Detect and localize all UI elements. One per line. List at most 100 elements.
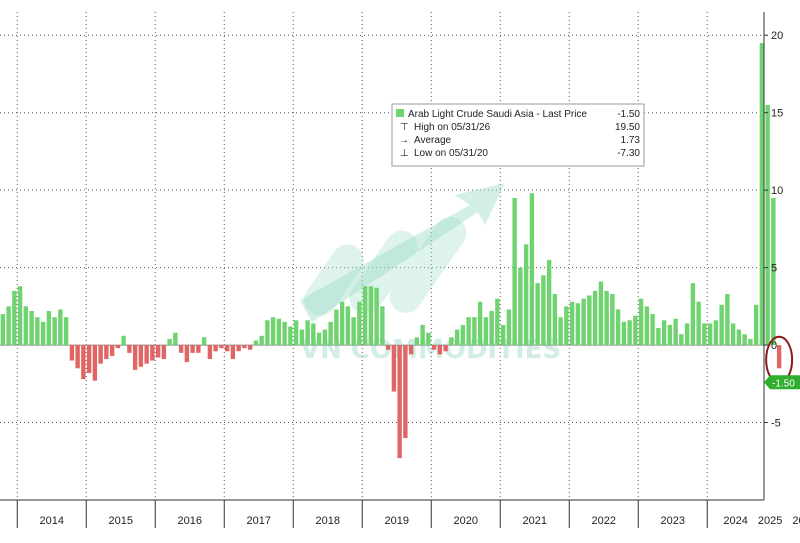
bar bbox=[293, 320, 299, 346]
bar bbox=[759, 42, 765, 346]
y-tick-label: 5 bbox=[771, 263, 777, 275]
bar bbox=[6, 306, 11, 346]
bar bbox=[58, 309, 63, 346]
bar bbox=[305, 320, 310, 346]
bar bbox=[144, 345, 149, 364]
bar bbox=[604, 290, 609, 346]
last-price-marker: -1.50 bbox=[764, 335, 800, 390]
bar bbox=[299, 329, 305, 346]
bar bbox=[690, 283, 696, 346]
bar bbox=[201, 337, 207, 346]
bar bbox=[339, 301, 345, 346]
bar bbox=[98, 345, 103, 364]
x-tick-label: 2025 bbox=[758, 515, 782, 527]
bar bbox=[431, 345, 437, 350]
watermark-bar-icon bbox=[389, 217, 467, 313]
bar bbox=[771, 197, 776, 346]
bar bbox=[40, 321, 46, 346]
bar bbox=[259, 335, 264, 346]
x-tick-label: 2023 bbox=[661, 515, 685, 527]
bar bbox=[541, 275, 546, 346]
x-tick-label: 2019 bbox=[385, 515, 409, 527]
bar bbox=[650, 314, 655, 346]
bar bbox=[408, 345, 414, 355]
bar bbox=[173, 332, 178, 346]
bar bbox=[615, 309, 621, 346]
legend-title: Arab Light Crude Saudi Asia - Last Price bbox=[408, 109, 587, 120]
bar bbox=[443, 345, 448, 352]
bar bbox=[150, 345, 155, 361]
bar bbox=[207, 345, 213, 360]
bar bbox=[380, 306, 385, 346]
bar bbox=[638, 298, 644, 346]
bar bbox=[552, 293, 558, 346]
bar bbox=[351, 317, 356, 346]
bar bbox=[587, 295, 592, 346]
y-tick-label: 0 bbox=[771, 340, 777, 352]
bar bbox=[236, 345, 241, 352]
bar bbox=[581, 298, 586, 346]
legend-title-value: -1.50 bbox=[617, 109, 640, 120]
bar bbox=[742, 334, 747, 346]
y-tick-label: 20 bbox=[771, 30, 783, 42]
bar bbox=[121, 335, 126, 346]
bar bbox=[270, 317, 276, 346]
bar bbox=[564, 306, 569, 346]
bar bbox=[702, 323, 707, 346]
bar bbox=[247, 345, 253, 350]
y-tick-label: 10 bbox=[771, 185, 783, 197]
bar bbox=[483, 317, 489, 346]
bar bbox=[426, 332, 431, 346]
bar bbox=[546, 259, 552, 346]
bar bbox=[569, 301, 575, 346]
legend-row-value: 1.73 bbox=[621, 135, 641, 146]
bar bbox=[265, 320, 270, 346]
legend-swatch bbox=[396, 109, 404, 117]
x-tick-label: 2024 bbox=[723, 515, 747, 527]
bar bbox=[75, 345, 80, 369]
bar bbox=[673, 318, 678, 346]
bar bbox=[155, 345, 161, 358]
bar bbox=[196, 345, 201, 353]
bar bbox=[518, 267, 523, 346]
bar bbox=[454, 329, 460, 346]
bar bbox=[368, 286, 374, 346]
x-tick-label: 2017 bbox=[247, 515, 271, 527]
x-tick-label: 2021 bbox=[523, 515, 547, 527]
bar bbox=[495, 298, 500, 346]
bar bbox=[288, 326, 293, 346]
bar bbox=[69, 345, 75, 361]
bar bbox=[230, 345, 236, 360]
bar bbox=[753, 304, 759, 346]
bar bbox=[63, 317, 69, 346]
high-icon: ⊤ bbox=[400, 122, 409, 133]
x-axis: 2014 2015 2016 2017 2018 2019 2020 2021 2022 2023… bbox=[0, 499, 800, 528]
bar bbox=[357, 301, 362, 346]
bar bbox=[282, 321, 287, 346]
bar bbox=[29, 310, 34, 346]
bar bbox=[362, 286, 368, 346]
y-axis: 20 15 10 5 0 -5 bbox=[763, 12, 783, 500]
bar bbox=[35, 317, 40, 346]
bar bbox=[345, 306, 351, 346]
x-tick-label: 2014 bbox=[40, 515, 64, 527]
bar bbox=[17, 286, 23, 346]
bar bbox=[109, 345, 115, 356]
low-icon: ⊥ bbox=[400, 148, 409, 159]
legend-row-label: High on 05/31/26 bbox=[414, 122, 491, 133]
bar bbox=[322, 329, 328, 346]
bar bbox=[132, 345, 138, 370]
bar bbox=[12, 290, 17, 346]
bar bbox=[529, 193, 535, 346]
bar bbox=[138, 345, 144, 367]
bar bbox=[592, 290, 598, 346]
bar bbox=[449, 337, 454, 346]
bar bbox=[311, 323, 316, 346]
bar bbox=[725, 293, 730, 346]
bar bbox=[667, 324, 673, 346]
bar bbox=[707, 323, 713, 346]
average-icon: → bbox=[399, 135, 409, 146]
legend-row-label: Average bbox=[414, 135, 452, 146]
bar bbox=[385, 345, 391, 350]
bar bbox=[104, 345, 109, 360]
